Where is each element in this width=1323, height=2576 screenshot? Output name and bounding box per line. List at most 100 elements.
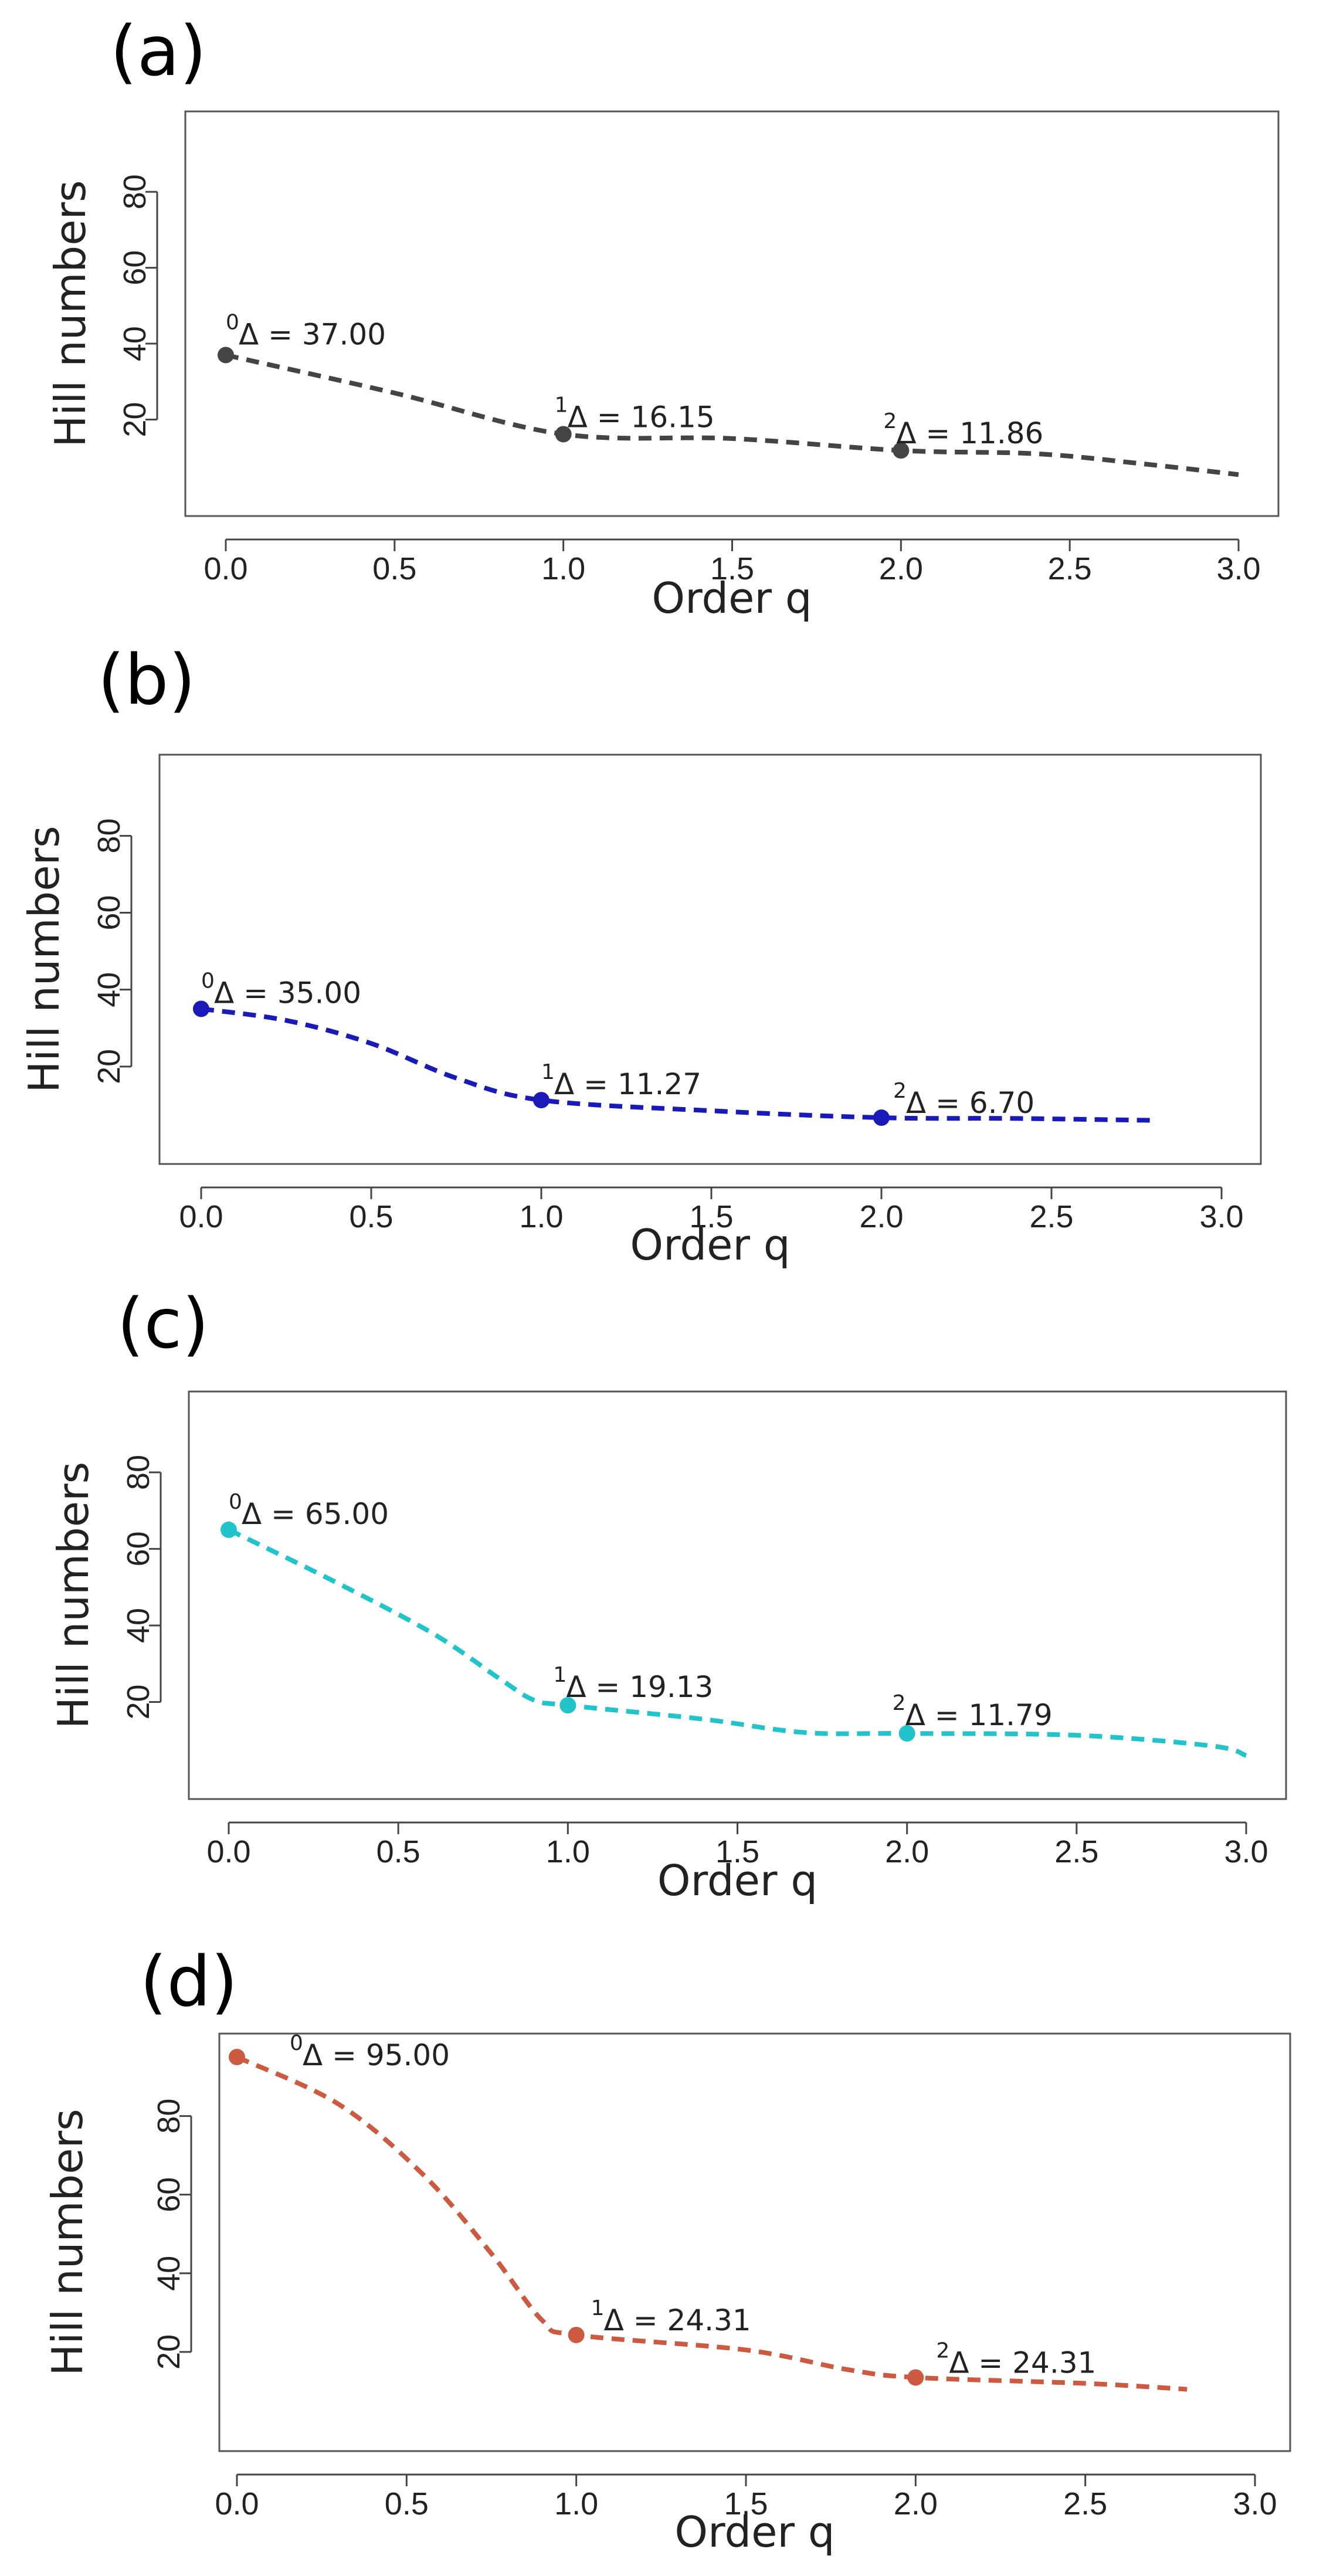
annotation-order: 2 [883, 409, 897, 433]
y-tick-label: 80 [117, 174, 152, 209]
x-tick-label: 0.5 [385, 2486, 429, 2521]
y-tick-label: 60 [117, 250, 152, 286]
x-tick-label: 2.5 [1063, 2486, 1107, 2521]
annotation-order: 1 [553, 1663, 566, 1687]
x-tick-label: 1.0 [541, 551, 585, 586]
y-tick-label: 20 [121, 1684, 156, 1719]
x-axis-title: Order q [630, 1220, 790, 1270]
annotation-order: 2 [893, 1691, 906, 1715]
data-point [559, 1697, 576, 1714]
annotation-order: 1 [555, 393, 568, 417]
annotation-label: Δ = 24.31 [604, 2303, 751, 2337]
panel-label: (a) [110, 11, 206, 91]
data-point [898, 1725, 915, 1742]
x-tick-label: 0.0 [203, 551, 247, 586]
x-tick-label: 0.0 [215, 2486, 259, 2521]
series-line [201, 1006, 1154, 1123]
annotation-label: Δ = 16.15 [568, 400, 715, 434]
annotation-order: 0 [226, 310, 239, 334]
plot-frame [158, 754, 1262, 1165]
data-point [893, 442, 910, 459]
x-tick-label: 1.5 [715, 1834, 759, 1869]
x-tick-label: 2.5 [1029, 1199, 1073, 1234]
y-tick-label: 20 [117, 402, 152, 437]
data-point [555, 426, 572, 443]
x-tick-label: 1.5 [710, 551, 754, 586]
x-tick-label: 0.0 [179, 1199, 223, 1234]
annotation-label: Δ = 95.00 [303, 2038, 450, 2072]
annotation-label: Δ = 24.31 [949, 2346, 1096, 2380]
y-axis-title: Hill numbers [49, 1462, 98, 1729]
x-tick-label: 1.0 [546, 1834, 590, 1869]
annotation-label: Δ = 11.86 [896, 416, 1043, 450]
y-tick-label: 40 [117, 326, 152, 361]
x-tick-label: 3.0 [1233, 2486, 1277, 2521]
y-tick-label: 60 [91, 895, 127, 930]
y-tick-label: 80 [91, 818, 127, 853]
y-axis-title: Hill numbers [19, 826, 69, 1093]
annotation-order: 2 [893, 1079, 907, 1103]
x-axis-title: Order q [657, 1856, 817, 1905]
annotation-label: Δ = 37.00 [239, 317, 386, 351]
y-tick-label: 80 [151, 2099, 186, 2134]
data-point [568, 2326, 585, 2343]
y-tick-label: 40 [121, 1608, 156, 1643]
x-tick-label: 0.0 [206, 1834, 250, 1869]
panel-label: (c) [117, 1283, 209, 1364]
plot-frame [184, 110, 1280, 517]
y-tick-label: 80 [121, 1455, 156, 1490]
y-axis-title: Hill numbers [46, 180, 95, 447]
data-point [218, 347, 234, 364]
annotation-order: 2 [936, 2339, 949, 2363]
y-tick-label: 20 [151, 2334, 186, 2370]
panel-label: (d) [140, 1941, 238, 2022]
annotation-order: 0 [229, 1490, 242, 1514]
y-tick-label: 60 [151, 2177, 186, 2212]
x-tick-label: 2.5 [1048, 551, 1092, 586]
x-tick-label: 2.0 [879, 551, 923, 586]
series-line [236, 2055, 1188, 2392]
data-point [533, 1092, 549, 1109]
x-tick-label: 3.0 [1224, 1834, 1268, 1869]
x-tick-label: 2.0 [859, 1199, 903, 1234]
y-tick-label: 40 [91, 972, 127, 1007]
data-point [220, 1521, 237, 1538]
y-tick-label: 20 [91, 1049, 127, 1084]
x-tick-label: 2.0 [894, 2486, 938, 2521]
annotation-label: Δ = 35.00 [214, 976, 361, 1010]
data-point [907, 2369, 924, 2386]
annotation-order: 1 [591, 2296, 605, 2320]
annotation-label: Δ = 11.27 [554, 1067, 701, 1101]
x-tick-label: 1.5 [724, 2486, 768, 2521]
annotation-label: Δ = 11.79 [905, 1698, 1053, 1732]
data-point [193, 1000, 209, 1017]
plot-frame [218, 2032, 1291, 2452]
series-line [228, 1528, 1247, 1758]
data-point [229, 2049, 245, 2065]
x-axis-title: Order q [674, 2507, 834, 2557]
x-tick-label: 2.0 [885, 1834, 929, 1869]
y-axis-title: Hill numbers [43, 2109, 92, 2376]
x-tick-label: 1.5 [689, 1199, 733, 1234]
data-point [873, 1109, 890, 1126]
y-tick-label: 40 [151, 2256, 186, 2291]
x-tick-label: 0.5 [372, 551, 416, 586]
x-tick-label: 0.5 [376, 1834, 420, 1869]
panel-3: (d) 0.0 0.5 1.0 1.5 2.0 2.5 3.0 Order q 20 40 60 80 H… [43, 1941, 1291, 2557]
annotation-order: 1 [541, 1060, 555, 1084]
x-axis-title: Order q [652, 573, 812, 623]
annotation-order: 0 [201, 969, 215, 993]
panel-label: (b) [98, 639, 196, 720]
x-tick-label: 2.5 [1054, 1834, 1098, 1869]
y-tick-label: 60 [121, 1531, 156, 1566]
x-tick-label: 1.0 [519, 1199, 563, 1234]
x-tick-label: 3.0 [1216, 551, 1260, 586]
annotation-label: Δ = 19.13 [566, 1670, 713, 1704]
x-tick-label: 3.0 [1199, 1199, 1243, 1234]
x-tick-label: 1.0 [554, 2486, 598, 2521]
annotation-label: Δ = 6.70 [906, 1086, 1034, 1120]
